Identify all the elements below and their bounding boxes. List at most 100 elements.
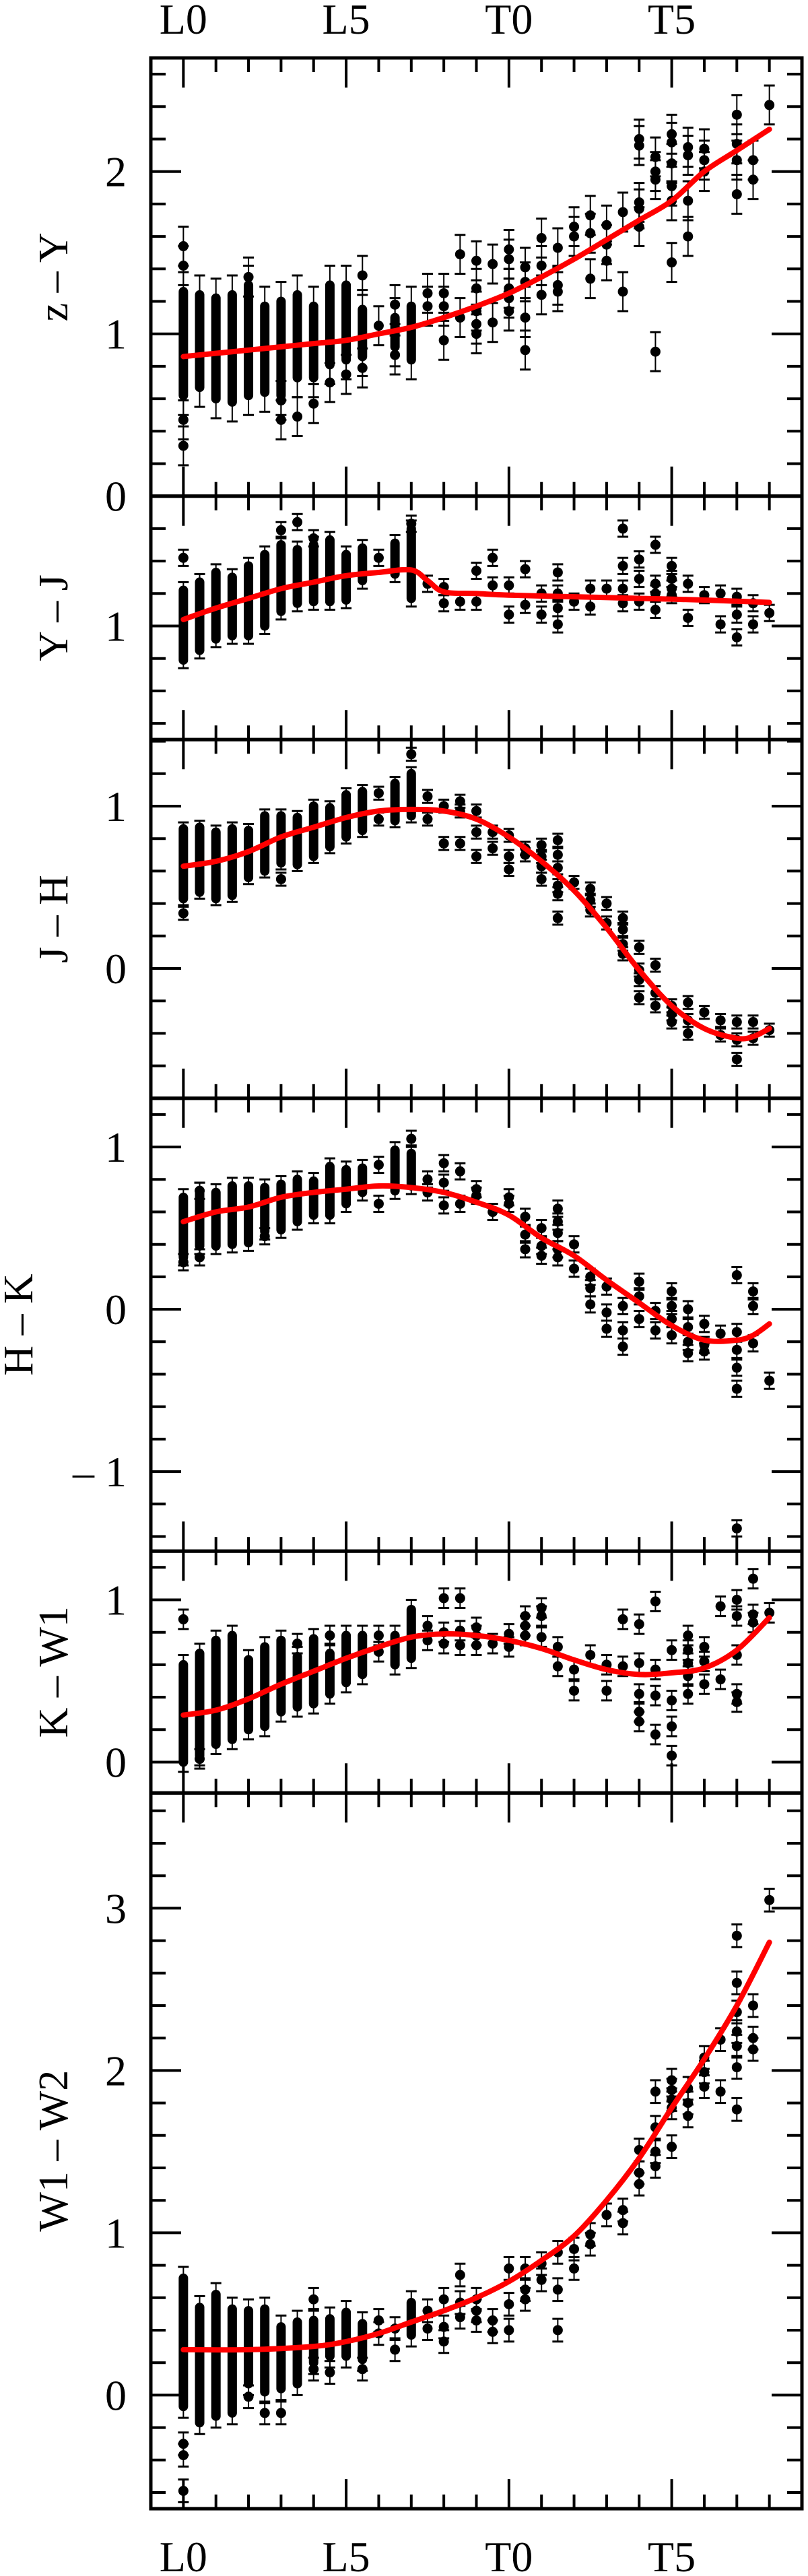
data-point	[438, 1200, 449, 1211]
data-point	[601, 1685, 612, 1696]
data-point	[504, 2299, 514, 2309]
data-point	[650, 1325, 661, 1335]
data-point	[634, 1688, 644, 1699]
data-point	[764, 1375, 775, 1386]
data-point	[569, 1263, 580, 1274]
data-point	[634, 975, 644, 985]
dense-point-stack	[292, 545, 302, 608]
data-point	[325, 1630, 335, 1641]
data-point	[715, 1601, 726, 1612]
data-point	[683, 1688, 694, 1699]
data-point	[731, 1344, 742, 1355]
data-point	[178, 552, 189, 563]
data-point	[487, 259, 498, 269]
data-point	[747, 1017, 758, 1028]
data-point	[715, 1015, 726, 1026]
data-point	[699, 1319, 710, 1329]
data-point	[617, 1325, 628, 1335]
dense-point-stack	[260, 1642, 270, 1731]
data-point	[683, 1630, 694, 1641]
y-axis-title: Y – J	[31, 574, 77, 661]
data-point	[552, 1661, 563, 1672]
data-point	[373, 814, 384, 824]
data-point	[552, 913, 563, 923]
data-point	[634, 1619, 644, 1630]
panel-3: – 1 0 1 H – K	[0, 1096, 804, 1553]
dense-point-stack	[390, 1630, 400, 1670]
dense-point-stack	[227, 1181, 237, 1249]
dense-point-stack	[406, 1604, 416, 1663]
data-point	[731, 632, 742, 642]
data-point	[601, 2210, 612, 2220]
data-marks	[178, 1887, 775, 2503]
panel-0: 0 1 2 z – Y	[31, 56, 804, 521]
x-tick-label-bottom: T5	[648, 2533, 696, 2576]
data-point	[178, 2486, 189, 2497]
data-point	[731, 609, 742, 620]
y-tick-label: 1	[105, 2209, 127, 2257]
data-point	[552, 619, 563, 630]
data-point	[504, 1198, 514, 1209]
data-point	[634, 942, 644, 953]
y-tick-label: 0	[105, 1286, 127, 1333]
data-point	[731, 1054, 742, 1065]
data-point	[373, 788, 384, 799]
dense-point-stack	[227, 572, 237, 640]
data-point	[275, 395, 286, 406]
data-point	[552, 2284, 563, 2295]
data-point	[650, 1729, 661, 1740]
dense-point-stack	[276, 540, 286, 616]
dense-point-stack	[178, 1192, 189, 1262]
data-point	[667, 1300, 677, 1311]
data-point	[764, 607, 775, 618]
dense-point-stack	[358, 1163, 368, 1197]
fit-curve	[180, 127, 772, 360]
data-point	[438, 598, 449, 609]
data-point	[617, 1614, 628, 1624]
data-point	[552, 849, 563, 860]
y-tick-label: 3	[105, 1884, 127, 1932]
data-point	[650, 1690, 661, 1701]
data-point	[438, 2321, 449, 2332]
x-tick-label-bottom: L5	[323, 2533, 370, 2576]
data-point	[650, 174, 661, 185]
data-point	[504, 580, 514, 591]
y-tick-label: 0	[105, 2371, 127, 2419]
dense-point-stack	[195, 290, 205, 393]
data-point	[504, 2263, 514, 2274]
data-point	[569, 2244, 580, 2254]
data-point	[747, 2033, 758, 2043]
data-point	[731, 1696, 742, 1707]
data-point	[259, 1231, 270, 1242]
data-point	[454, 1640, 465, 1651]
data-point	[667, 1750, 677, 1761]
data-point	[390, 350, 401, 360]
data-point	[585, 601, 596, 612]
data-point	[471, 329, 481, 339]
data-point	[747, 174, 758, 185]
dense-point-stack	[178, 287, 189, 401]
data-point	[471, 255, 481, 266]
data-point	[536, 873, 547, 884]
dense-point-stack	[358, 304, 368, 362]
data-point	[471, 596, 481, 607]
data-point	[520, 1244, 531, 1255]
data-point	[634, 574, 644, 585]
data-point	[634, 554, 644, 565]
data-point	[731, 1362, 742, 1373]
dense-point-stack	[406, 301, 416, 365]
data-point	[390, 2344, 401, 2355]
x-tick-label-bottom: T0	[485, 2533, 533, 2576]
data-point	[471, 1190, 481, 1201]
y-tick-label: 0	[105, 1739, 127, 1787]
y-axis-title: H – K	[0, 1274, 42, 1376]
data-marks	[178, 746, 775, 1067]
data-point	[422, 1635, 433, 1646]
data-point	[569, 1239, 580, 1250]
data-point	[357, 362, 368, 373]
data-point	[731, 155, 742, 166]
dense-point-stack	[325, 2314, 335, 2361]
data-point	[292, 517, 303, 527]
data-point	[471, 1640, 481, 1651]
